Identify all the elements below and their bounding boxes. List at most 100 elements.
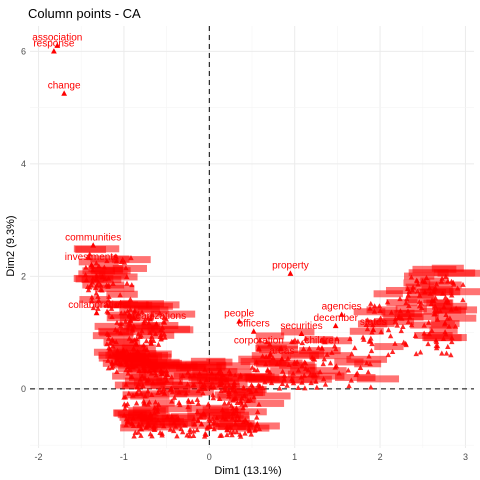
data-point xyxy=(416,292,423,298)
overlapping-label-mark xyxy=(408,269,449,277)
data-point xyxy=(190,428,197,434)
data-point xyxy=(140,342,147,348)
data-point xyxy=(322,381,329,387)
data-point xyxy=(345,367,351,373)
data-point xyxy=(378,328,384,335)
data-point xyxy=(224,432,230,438)
overlapping-label-mark xyxy=(206,368,252,376)
overlapping-label-mark xyxy=(244,392,291,400)
data-point xyxy=(426,285,433,291)
data-point xyxy=(445,278,451,284)
data-point xyxy=(142,375,148,381)
overlapping-label-mark xyxy=(114,409,159,417)
data-point xyxy=(171,419,177,425)
data-point xyxy=(93,309,100,316)
data-point xyxy=(384,299,391,305)
data-point xyxy=(121,259,128,265)
data-point xyxy=(404,296,410,302)
data-point xyxy=(127,312,133,319)
data-point xyxy=(126,390,132,396)
overlapping-label-mark xyxy=(147,359,182,367)
overlapping-label-mark xyxy=(281,351,319,359)
data-point xyxy=(331,343,338,349)
data-point xyxy=(183,390,189,396)
overlapping-label-mark xyxy=(111,256,151,264)
data-point xyxy=(105,365,112,371)
overlapping-label-mark xyxy=(109,338,141,346)
y-axis-label: Dim2 (9.3%) xyxy=(5,215,17,276)
data-point xyxy=(460,297,466,303)
data-point xyxy=(122,318,129,324)
data-point xyxy=(86,251,93,257)
data-point xyxy=(405,292,411,298)
data-point xyxy=(364,360,370,366)
data-point xyxy=(105,357,111,363)
data-point xyxy=(302,385,308,391)
data-point xyxy=(403,342,409,348)
data-point xyxy=(195,400,202,406)
data-point xyxy=(279,355,285,362)
data-point xyxy=(432,295,439,301)
overlapping-label-mark xyxy=(114,381,144,389)
data-point xyxy=(122,405,128,411)
overlapping-label-mark xyxy=(448,288,480,296)
overlapping-label-mark xyxy=(106,290,138,298)
data-point xyxy=(245,420,251,426)
point-label: states xyxy=(360,317,387,328)
data-point xyxy=(274,361,280,367)
data-point xyxy=(136,386,142,392)
data-point xyxy=(159,432,165,438)
data-point xyxy=(90,242,97,248)
data-point xyxy=(256,384,263,390)
data-point xyxy=(257,337,263,343)
data-point xyxy=(168,385,175,391)
data-point xyxy=(85,287,92,293)
data-point xyxy=(113,258,120,264)
point-label: change xyxy=(48,81,81,92)
data-point xyxy=(114,319,120,325)
data-point xyxy=(164,371,171,378)
overlapping-label-mark xyxy=(94,322,130,330)
overlapping-label-mark xyxy=(243,399,285,407)
overlapping-label-mark xyxy=(114,358,152,366)
data-point xyxy=(303,365,309,371)
axis-ticks: -2 -1 0 1 2 3 0 2 4 6 xyxy=(21,46,468,462)
data-point xyxy=(159,370,165,376)
overlapping-label-mark xyxy=(335,374,376,382)
data-point xyxy=(306,345,313,351)
y-tick-label: 2 xyxy=(21,271,26,281)
overlapping-label-mark xyxy=(410,321,455,329)
overlapping-label-mark xyxy=(75,275,104,283)
data-point xyxy=(207,417,213,423)
overlapping-label-mark xyxy=(150,325,191,333)
overlapping-label-mark xyxy=(309,367,347,375)
overlapping-label-mark xyxy=(172,381,214,389)
data-point xyxy=(146,422,152,428)
data-point xyxy=(444,315,451,321)
data-point xyxy=(259,353,266,359)
data-point xyxy=(131,315,138,321)
data-point xyxy=(147,329,153,335)
point-label: communities xyxy=(65,232,121,243)
overlapping-label-mark xyxy=(150,381,189,389)
data-point xyxy=(364,326,371,332)
data-point xyxy=(338,311,345,317)
overlapping-label-mark xyxy=(414,332,453,340)
data-point xyxy=(270,355,276,361)
overlapping-label-mark xyxy=(405,283,435,291)
overlapping-label-mark xyxy=(174,390,203,398)
data-point xyxy=(385,327,392,333)
data-point xyxy=(431,286,438,292)
data-point xyxy=(151,425,157,431)
data-point xyxy=(153,321,160,327)
point-label: organizations xyxy=(127,311,186,322)
data-point xyxy=(124,401,131,407)
data-point xyxy=(187,426,193,432)
point-label: collaboration xyxy=(68,300,125,311)
data-point xyxy=(138,426,145,432)
chart-title: Column points - CA xyxy=(28,6,141,21)
data-point xyxy=(417,349,424,355)
data-point xyxy=(242,430,248,436)
data-point xyxy=(242,402,249,408)
data-point xyxy=(399,315,405,321)
